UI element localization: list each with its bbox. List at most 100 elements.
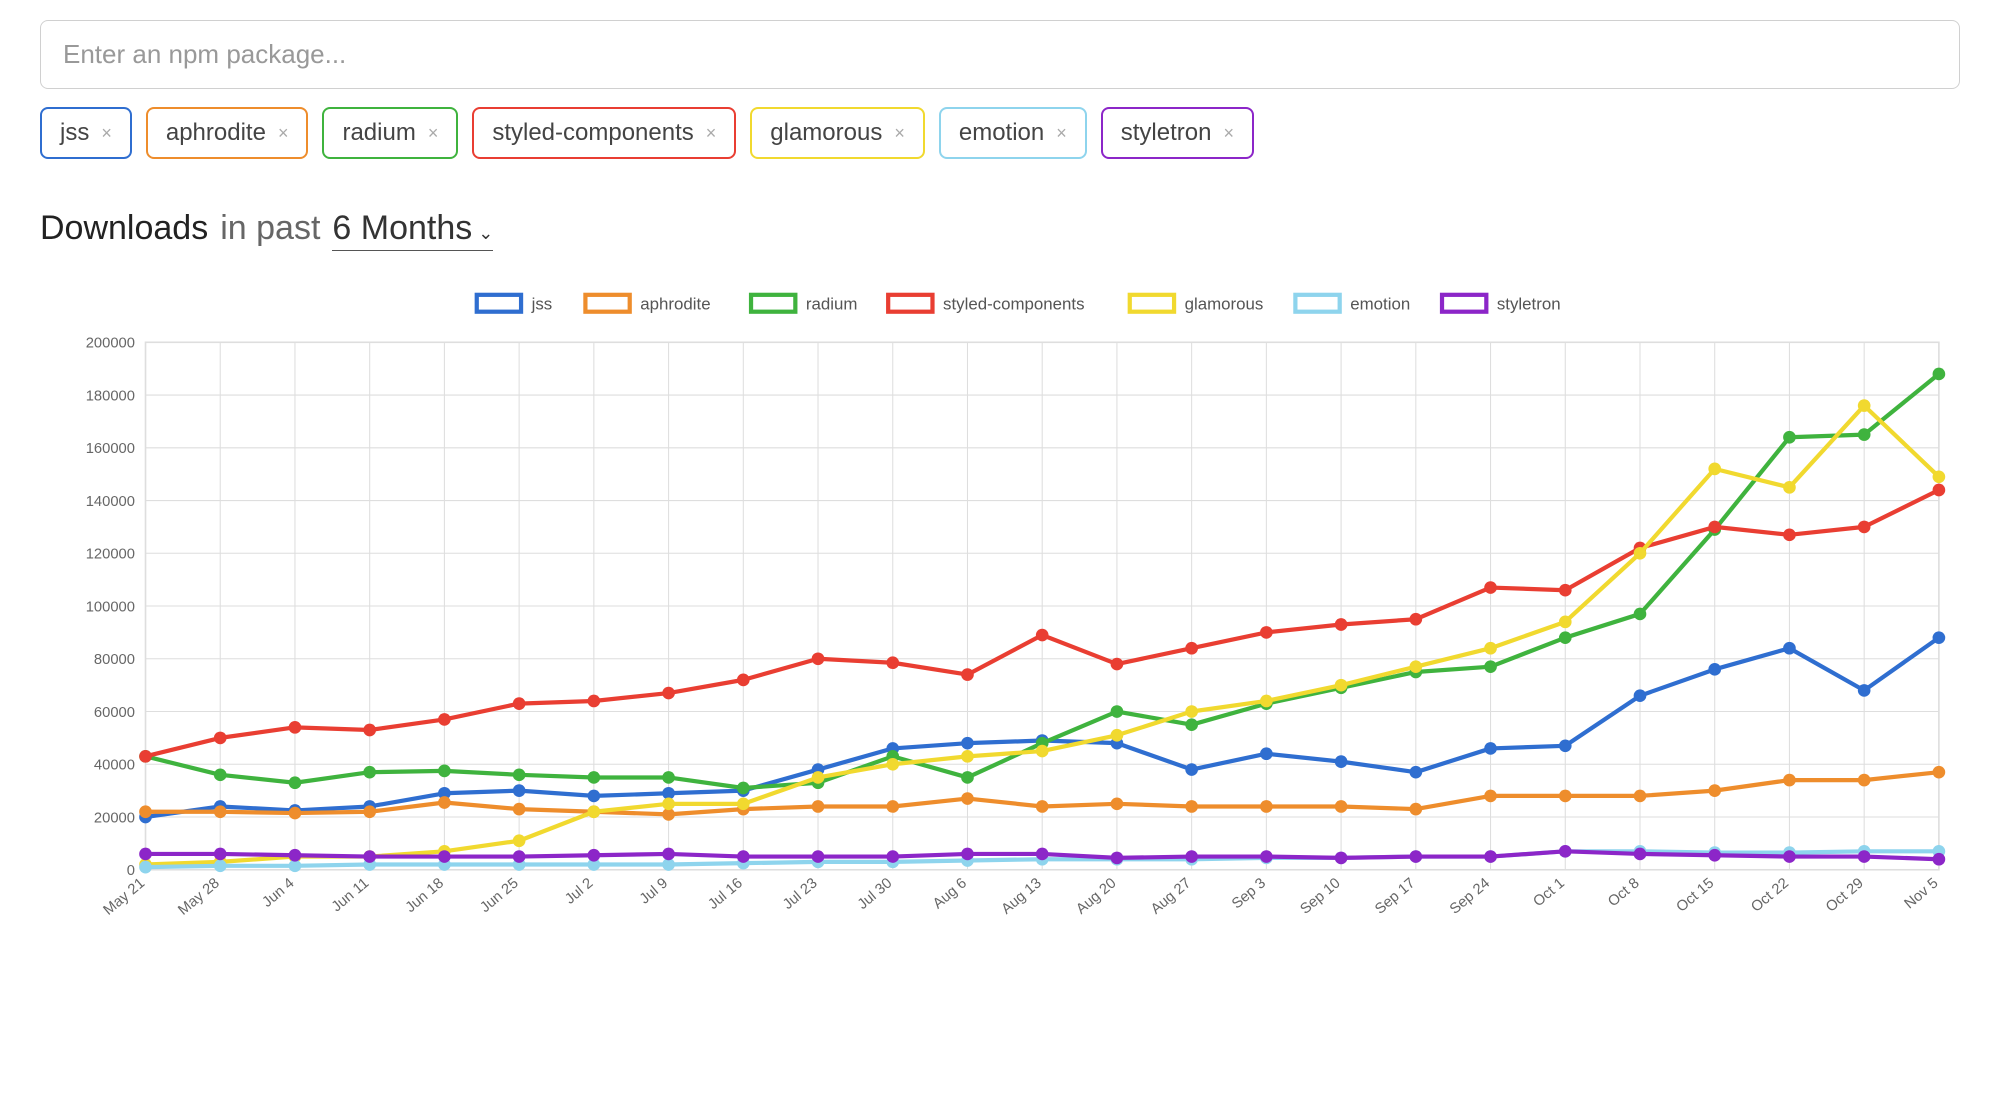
x-tick-label: Sep 3 [1229, 875, 1269, 912]
series-point [1260, 850, 1273, 863]
series-point [1484, 660, 1497, 673]
y-tick-label: 40000 [94, 758, 135, 774]
package-tag-radium[interactable]: radium × [322, 107, 458, 159]
close-icon[interactable]: × [1056, 123, 1067, 144]
series-point [1559, 616, 1572, 629]
legend-label: emotion [1350, 295, 1410, 314]
series-point [812, 652, 825, 665]
series-point [1185, 705, 1198, 718]
series-point [1111, 797, 1124, 810]
series-point [961, 668, 974, 681]
package-tags-row: jss×aphrodite×radium×styled-components×g… [40, 107, 1960, 159]
series-point [1933, 368, 1946, 381]
legend-swatch [1295, 295, 1339, 312]
series-point [1559, 790, 1572, 803]
package-tag-styletron[interactable]: styletron × [1101, 107, 1254, 159]
close-icon[interactable]: × [101, 123, 112, 144]
package-tag-glamorous[interactable]: glamorous× [750, 107, 925, 159]
series-point [1858, 850, 1871, 863]
series-point [363, 805, 376, 818]
x-tick-label: Sep 17 [1372, 875, 1418, 917]
package-tag-label: radium [342, 119, 415, 147]
close-icon[interactable]: × [706, 123, 717, 144]
period-value: 6 Months [332, 209, 472, 248]
series-point [961, 750, 974, 763]
package-tag-label: styletron [1121, 119, 1212, 147]
series-point [662, 797, 675, 810]
series-point [438, 713, 451, 726]
series-point [961, 792, 974, 805]
series-point [812, 800, 825, 813]
series-point [737, 797, 750, 810]
legend-label: styled-components [943, 295, 1085, 314]
series-point [1708, 849, 1721, 862]
x-tick-label: Oct 1 [1531, 875, 1568, 910]
x-tick-label: Jul 30 [855, 875, 895, 913]
series-point [1260, 800, 1273, 813]
series-point [513, 850, 526, 863]
series-point [513, 834, 526, 847]
period-dropdown[interactable]: 6 Months ⌄ [332, 209, 493, 251]
package-tag-aphrodite[interactable]: aphrodite× [146, 107, 309, 159]
title-rest: in past [220, 209, 320, 248]
close-icon[interactable]: × [1223, 123, 1234, 144]
package-tag-emotion[interactable]: emotion× [939, 107, 1087, 159]
series-point [1185, 642, 1198, 655]
legend-label: radium [806, 295, 858, 314]
series-point [1634, 848, 1647, 861]
x-tick-label: Oct 8 [1605, 875, 1642, 910]
series-point [737, 782, 750, 795]
series-point [1409, 613, 1422, 626]
y-tick-label: 20000 [94, 810, 135, 826]
series-point [1260, 626, 1273, 639]
legend-swatch [1442, 295, 1486, 312]
chart-title: Downloads in past 6 Months ⌄ [40, 209, 1960, 251]
series-point [1933, 484, 1946, 497]
series-point [513, 784, 526, 797]
series-point [1185, 718, 1198, 731]
close-icon[interactable]: × [428, 123, 439, 144]
series-point [737, 850, 750, 863]
package-tag-label: styled-components [492, 119, 693, 147]
series-point [1111, 705, 1124, 718]
x-tick-label: Jul 9 [637, 875, 671, 907]
x-tick-label: Aug 6 [930, 875, 970, 912]
close-icon[interactable]: × [278, 123, 289, 144]
series-point [1484, 742, 1497, 755]
x-tick-label: Jun 18 [403, 875, 447, 916]
series-point [1335, 852, 1348, 865]
x-tick-label: Aug 27 [1148, 875, 1194, 917]
series-point [1036, 629, 1049, 642]
y-tick-label: 180000 [86, 388, 135, 404]
series-point [1185, 850, 1198, 863]
package-search-input[interactable] [40, 20, 1960, 89]
series-point [1111, 729, 1124, 742]
package-tag-styled-components[interactable]: styled-components × [472, 107, 736, 159]
series-point [1335, 679, 1348, 692]
series-point [438, 850, 451, 863]
legend-swatch [888, 295, 932, 312]
series-point [1484, 850, 1497, 863]
series-point [1036, 745, 1049, 758]
legend-swatch [751, 295, 795, 312]
series-point [662, 687, 675, 700]
series-point [363, 724, 376, 737]
series-point [1260, 747, 1273, 760]
series-point [961, 737, 974, 750]
series-point [513, 803, 526, 816]
close-icon[interactable]: × [894, 123, 905, 144]
series-point [513, 768, 526, 781]
series-point [886, 850, 899, 863]
series-point [1858, 774, 1871, 787]
legend-label: glamorous [1185, 295, 1264, 314]
series-point [139, 805, 152, 818]
x-tick-label: Sep 10 [1298, 875, 1344, 917]
series-point [214, 768, 227, 781]
package-tag-jss[interactable]: jss× [40, 107, 132, 159]
series-point [588, 695, 601, 708]
series-point [1559, 845, 1572, 858]
series-point [886, 800, 899, 813]
series-point [1335, 618, 1348, 631]
series-point [1634, 790, 1647, 803]
series-point [812, 850, 825, 863]
